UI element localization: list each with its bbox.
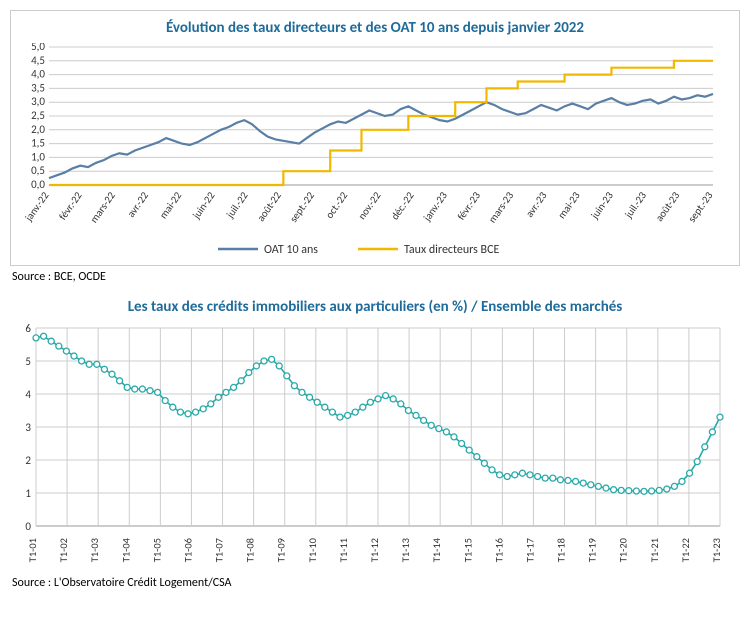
svg-text:T1-15: T1-15 <box>461 538 474 562</box>
svg-text:T1-23: T1-23 <box>710 538 723 562</box>
svg-text:1: 1 <box>25 487 31 500</box>
svg-text:0: 0 <box>25 520 31 533</box>
svg-text:1,5: 1,5 <box>31 137 45 150</box>
svg-text:oct.-22: oct.-22 <box>323 189 351 221</box>
svg-text:T1-13: T1-13 <box>399 538 412 562</box>
svg-text:sept.-23: sept.-23 <box>685 189 715 225</box>
svg-text:mars-23: mars-23 <box>486 189 517 225</box>
chart2-svg: 0 1 2 3 4 5 6 T1-01 T1-02 T1-03 T1-04 T1-05 T1-06 T1-… <box>10 322 730 572</box>
svg-text:T1-14: T1-14 <box>430 537 443 562</box>
svg-text:avr.-22: avr.-22 <box>124 189 151 220</box>
svg-text:6: 6 <box>25 322 31 335</box>
svg-text:2,5: 2,5 <box>31 109 45 122</box>
svg-text:3,0: 3,0 <box>31 95 45 108</box>
svg-text:juil.-23: juil.-23 <box>621 189 649 221</box>
svg-text:4: 4 <box>25 388 31 401</box>
svg-text:janv.-22: janv.-22 <box>21 189 51 224</box>
chart2-source: Source : L'Observatoire Crédit Logement/… <box>12 576 740 590</box>
svg-text:2: 2 <box>25 454 31 467</box>
svg-text:juin-22: juin-22 <box>189 189 217 222</box>
svg-text:juil.-22: juil.-22 <box>223 189 251 221</box>
svg-text:T1-03: T1-03 <box>88 538 101 562</box>
svg-text:T1-22: T1-22 <box>679 538 692 562</box>
svg-text:juin-23: juin-23 <box>588 189 616 222</box>
svg-text:T1-21: T1-21 <box>648 538 661 562</box>
svg-text:T1-04: T1-04 <box>119 537 132 562</box>
svg-text:déc.-22: déc.-22 <box>388 189 417 222</box>
svg-text:0,5: 0,5 <box>31 164 45 177</box>
svg-text:avr.-23: avr.-23 <box>523 189 550 220</box>
svg-text:août-22: août-22 <box>254 189 284 224</box>
svg-text:sept.-22: sept.-22 <box>287 189 317 225</box>
svg-text:T1-19: T1-19 <box>586 538 599 562</box>
svg-text:4,0: 4,0 <box>31 68 45 81</box>
svg-text:1,0: 1,0 <box>31 150 45 163</box>
svg-text:5: 5 <box>25 355 31 368</box>
svg-text:févr.-22: févr.-22 <box>56 189 85 222</box>
svg-text:T1-12: T1-12 <box>368 538 381 562</box>
svg-text:T1-07: T1-07 <box>213 538 226 562</box>
svg-text:T1-06: T1-06 <box>181 538 194 562</box>
svg-text:2,0: 2,0 <box>31 123 45 136</box>
svg-text:août-23: août-23 <box>653 189 683 224</box>
svg-text:févr.-23: févr.-23 <box>454 189 483 222</box>
svg-text:T1-08: T1-08 <box>244 538 257 562</box>
svg-text:5,0: 5,0 <box>31 43 45 53</box>
svg-text:4,5: 4,5 <box>31 54 45 67</box>
chart1-title: Évolution des taux directeurs et des OAT… <box>17 19 733 37</box>
svg-text:3,5: 3,5 <box>31 81 45 94</box>
svg-text:T1-17: T1-17 <box>523 538 536 562</box>
svg-text:T1-11: T1-11 <box>337 538 350 562</box>
svg-text:mai-23: mai-23 <box>555 189 583 221</box>
chart1-source: Source : BCE, OCDE <box>12 270 740 284</box>
svg-text:mai-22: mai-22 <box>157 189 185 221</box>
svg-text:T1-16: T1-16 <box>492 538 505 562</box>
svg-text:Taux directeurs BCE: Taux directeurs BCE <box>404 243 499 257</box>
svg-text:janv.-23: janv.-23 <box>420 189 450 224</box>
chart-rates-oat: Évolution des taux directeurs et des OAT… <box>10 10 740 266</box>
chart-mortgage-rates: Les taux des crédits immobiliers aux par… <box>10 298 740 572</box>
svg-text:T1-18: T1-18 <box>555 538 568 562</box>
svg-text:3: 3 <box>25 421 31 434</box>
svg-text:T1-20: T1-20 <box>617 537 630 562</box>
svg-text:nov.-22: nov.-22 <box>355 189 383 222</box>
svg-text:T1-10: T1-10 <box>306 537 319 562</box>
svg-text:OAT 10 ans: OAT 10 ans <box>264 243 318 257</box>
svg-text:T1-02: T1-02 <box>57 538 70 562</box>
svg-text:T1-01: T1-01 <box>26 538 39 562</box>
svg-text:mars-22: mars-22 <box>87 189 118 225</box>
chart1-svg: 0,00,51,01,52,02,53,03,54,04,55,0 janv.-2… <box>17 43 719 263</box>
svg-text:T1-05: T1-05 <box>150 538 163 562</box>
svg-text:0,0: 0,0 <box>31 178 45 191</box>
svg-text:T1-09: T1-09 <box>275 538 288 562</box>
chart2-title: Les taux des crédits immobiliers aux par… <box>10 298 740 316</box>
